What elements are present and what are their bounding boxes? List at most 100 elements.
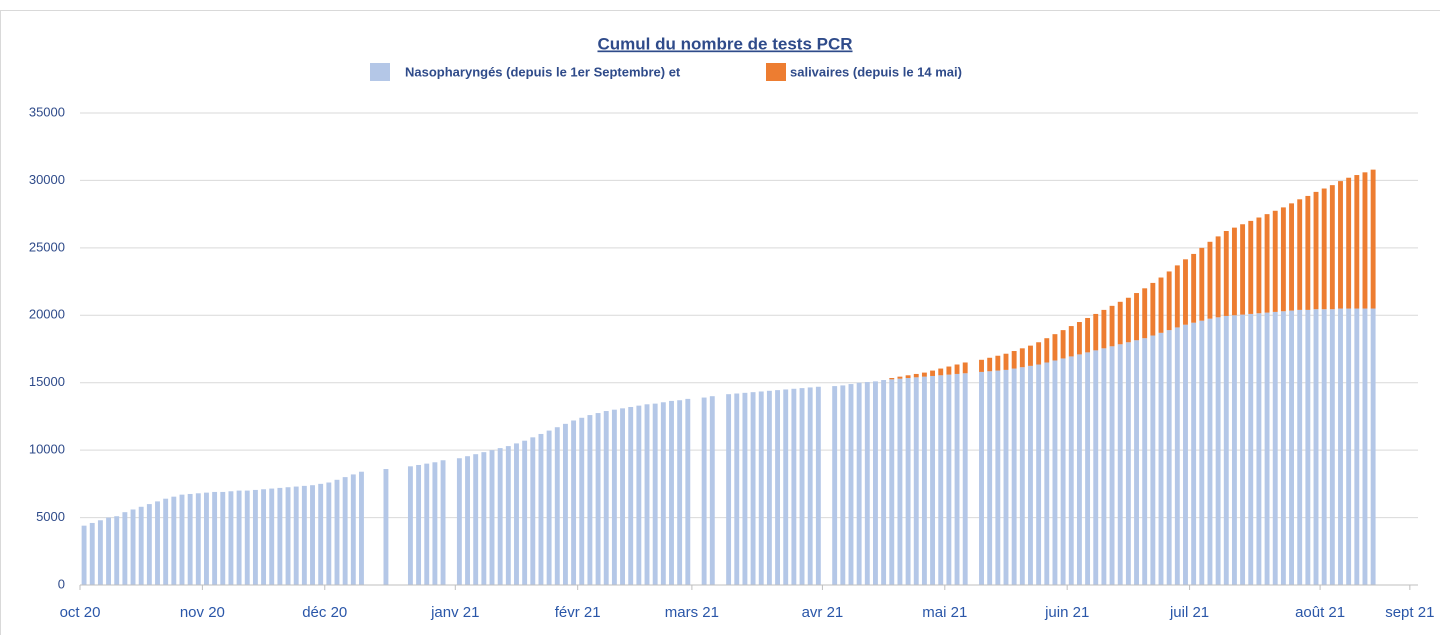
bar-segment bbox=[709, 396, 715, 585]
bar-segment bbox=[1223, 231, 1229, 316]
bar-segment bbox=[334, 479, 340, 585]
bar-segment bbox=[962, 362, 968, 374]
bar-segment bbox=[359, 471, 364, 585]
bar-segment bbox=[742, 392, 748, 585]
bar-segment bbox=[1060, 358, 1066, 585]
bar-segment bbox=[946, 374, 952, 585]
bar-segment bbox=[1068, 326, 1074, 357]
bar-segment bbox=[889, 379, 895, 585]
bar-segment bbox=[1223, 315, 1229, 585]
bar-segment bbox=[130, 509, 136, 585]
bar-segment bbox=[1134, 293, 1139, 341]
bar-segment bbox=[1166, 330, 1172, 585]
bar-segment bbox=[1191, 322, 1197, 585]
bar-segment bbox=[807, 387, 813, 585]
bar-segment bbox=[954, 373, 960, 585]
bar-segment bbox=[252, 489, 258, 585]
bar-segment bbox=[864, 382, 870, 585]
bar-segment bbox=[1101, 309, 1107, 349]
bar-segment bbox=[815, 386, 821, 585]
bar-segment bbox=[1248, 220, 1254, 314]
bar-segment bbox=[995, 370, 1001, 585]
y-tick-label: 10000 bbox=[29, 442, 65, 457]
bar-segment bbox=[1109, 305, 1115, 347]
legend-swatch bbox=[766, 63, 786, 81]
bar-segment bbox=[775, 390, 781, 585]
y-tick-label: 25000 bbox=[29, 239, 65, 254]
bar-segment bbox=[1313, 309, 1319, 585]
bar-segment bbox=[416, 464, 422, 585]
x-tick-label: nov 20 bbox=[180, 604, 225, 621]
bar-segment bbox=[301, 485, 307, 585]
bar-segment bbox=[1183, 259, 1188, 325]
bar-segment bbox=[726, 394, 732, 585]
bar-segment bbox=[1142, 338, 1148, 585]
bar-segment bbox=[1297, 199, 1303, 310]
y-tick-label: 0 bbox=[58, 576, 65, 591]
bar-segment bbox=[89, 522, 95, 585]
bar-segment bbox=[1370, 169, 1376, 309]
bar-segment bbox=[1109, 346, 1115, 585]
y-tick-label: 5000 bbox=[36, 509, 65, 524]
bar-segment bbox=[1207, 241, 1213, 319]
bar-segment bbox=[848, 384, 854, 585]
bar-segment bbox=[1354, 175, 1360, 309]
bar-segment bbox=[1305, 309, 1311, 585]
bar-segment bbox=[1068, 356, 1074, 585]
x-tick-label: déc 20 bbox=[302, 604, 347, 621]
bar-segment bbox=[913, 373, 919, 378]
bar-segment bbox=[1158, 332, 1164, 585]
bar-segment bbox=[530, 437, 536, 585]
bar-segment bbox=[1011, 351, 1017, 369]
bar-segment bbox=[938, 368, 944, 376]
bar-segment bbox=[1125, 297, 1131, 343]
bar-segment bbox=[889, 377, 895, 380]
x-tick-label: sept 21 bbox=[1385, 604, 1434, 621]
x-tick-label: oct 20 bbox=[60, 604, 101, 621]
bar-segment bbox=[1289, 203, 1294, 311]
bar-segment bbox=[97, 520, 103, 585]
bar-segment bbox=[905, 377, 911, 585]
bar-segment bbox=[1240, 314, 1246, 585]
bar-segment bbox=[1036, 342, 1042, 365]
bar-segment bbox=[456, 458, 462, 585]
y-tick-label: 15000 bbox=[29, 374, 65, 389]
bar-segment bbox=[1305, 195, 1311, 310]
bar-segment bbox=[1093, 350, 1099, 585]
bar-segment bbox=[620, 408, 625, 585]
bar-segment bbox=[204, 492, 209, 585]
x-tick-label: août 21 bbox=[1295, 604, 1345, 621]
bar-segment bbox=[1215, 317, 1221, 585]
bar-segment bbox=[1028, 365, 1033, 585]
bar-segment bbox=[1264, 214, 1270, 313]
bar-segment bbox=[489, 450, 495, 585]
bar-segment bbox=[628, 406, 634, 585]
bar-segment bbox=[1134, 340, 1139, 585]
bar-segment bbox=[1044, 338, 1050, 363]
bar-segment bbox=[1174, 265, 1180, 328]
bar-segment bbox=[195, 493, 201, 585]
bar-segment bbox=[1240, 224, 1246, 315]
bar-segment bbox=[1093, 313, 1099, 351]
bar-segment bbox=[554, 427, 560, 585]
bar-segment bbox=[1264, 312, 1270, 585]
bar-segment bbox=[938, 375, 944, 585]
bar-segment bbox=[1329, 309, 1335, 585]
bar-segment bbox=[954, 364, 960, 374]
bar-segment bbox=[1076, 322, 1082, 355]
bar-segment bbox=[660, 402, 666, 585]
bar-segment bbox=[595, 413, 601, 585]
bar-segment bbox=[424, 463, 430, 585]
bar-segment bbox=[571, 420, 577, 585]
bar-segment bbox=[1150, 282, 1156, 336]
bar-segment bbox=[342, 477, 348, 585]
bar-segment bbox=[171, 496, 177, 585]
bar-segment bbox=[522, 440, 528, 585]
x-tick-label: juin 21 bbox=[1044, 604, 1089, 621]
bar-segment bbox=[138, 506, 144, 585]
bar-segment bbox=[122, 512, 128, 585]
bar-segment bbox=[1370, 308, 1376, 585]
bar-segment bbox=[1297, 309, 1303, 585]
bar-segment bbox=[921, 376, 927, 585]
bar-segment bbox=[1060, 330, 1066, 359]
